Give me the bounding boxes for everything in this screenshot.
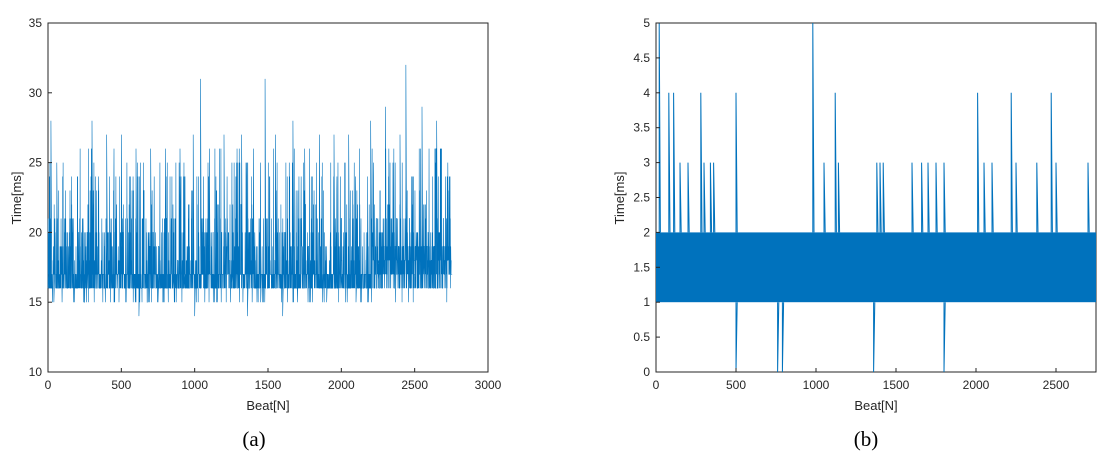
y-tick-label: 1: [643, 295, 650, 309]
x-axis-label-a: Beat[N]: [246, 398, 289, 413]
y-tick-label: 20: [29, 225, 43, 239]
y-tick-label: 4.5: [633, 51, 650, 65]
x-tick-label: 1500: [883, 378, 910, 392]
y-tick-label: 0.5: [633, 330, 650, 344]
x-tick-label: 2000: [328, 378, 355, 392]
band-fill-b: [656, 232, 1096, 303]
y-tick-label: 30: [29, 86, 43, 100]
caption-b: (b): [854, 427, 879, 451]
x-tick-label: 0: [45, 378, 52, 392]
x-tick-label: 1000: [181, 378, 208, 392]
y-tick-label: 3.5: [633, 121, 650, 135]
x-tick-label: 0: [653, 378, 660, 392]
y-tick-label: 1.5: [633, 260, 650, 274]
y-tick-label: 0: [643, 365, 650, 379]
chart-panel-b: 0 500 1000 1500 2000 2500 0 0.5 1 1.5 2 2.5 3 3.5 4 4.…: [612, 16, 1097, 451]
x-tick-label: 2000: [963, 378, 990, 392]
y-axis-label-b: Time[ms]: [612, 172, 627, 225]
y-tick-label: 4: [643, 86, 650, 100]
x-tick-label: 2500: [401, 378, 428, 392]
x-tick-label: 500: [111, 378, 131, 392]
series-line-a: [47, 64, 453, 317]
y-tick-label: 5: [643, 16, 650, 30]
x-ticks-a: 0 500 1000 1500 2000 2500 3000: [45, 368, 502, 392]
x-tick-label: 1500: [255, 378, 282, 392]
x-tick-label: 500: [726, 378, 746, 392]
x-tick-label: 2500: [1043, 378, 1070, 392]
caption-a: (a): [242, 427, 265, 451]
x-axis-label-b: Beat[N]: [854, 398, 897, 413]
y-tick-label: 10: [29, 365, 43, 379]
y-tick-label: 25: [29, 156, 43, 170]
x-tick-label: 1000: [803, 378, 830, 392]
chart-panel-a: 0 500 1000 1500 2000 2500 3000 10 15 20 25 30 35 Be…: [9, 16, 502, 451]
y-ticks-a: 10 15 20 25 30 35: [29, 16, 52, 379]
y-tick-label: 35: [29, 16, 43, 30]
y-tick-label: 3: [643, 156, 650, 170]
y-tick-label: 15: [29, 295, 43, 309]
x-ticks-b: 0 500 1000 1500 2000 2500: [653, 368, 1070, 392]
x-tick-label: 3000: [475, 378, 502, 392]
y-axis-label-a: Time[ms]: [9, 172, 24, 225]
y-ticks-b: 0 0.5 1 1.5 2 2.5 3 3.5 4 4.5 5: [633, 16, 660, 379]
y-tick-label: 2: [643, 225, 650, 239]
plot-area-b: [655, 22, 1097, 373]
y-tick-label: 2.5: [633, 191, 650, 205]
